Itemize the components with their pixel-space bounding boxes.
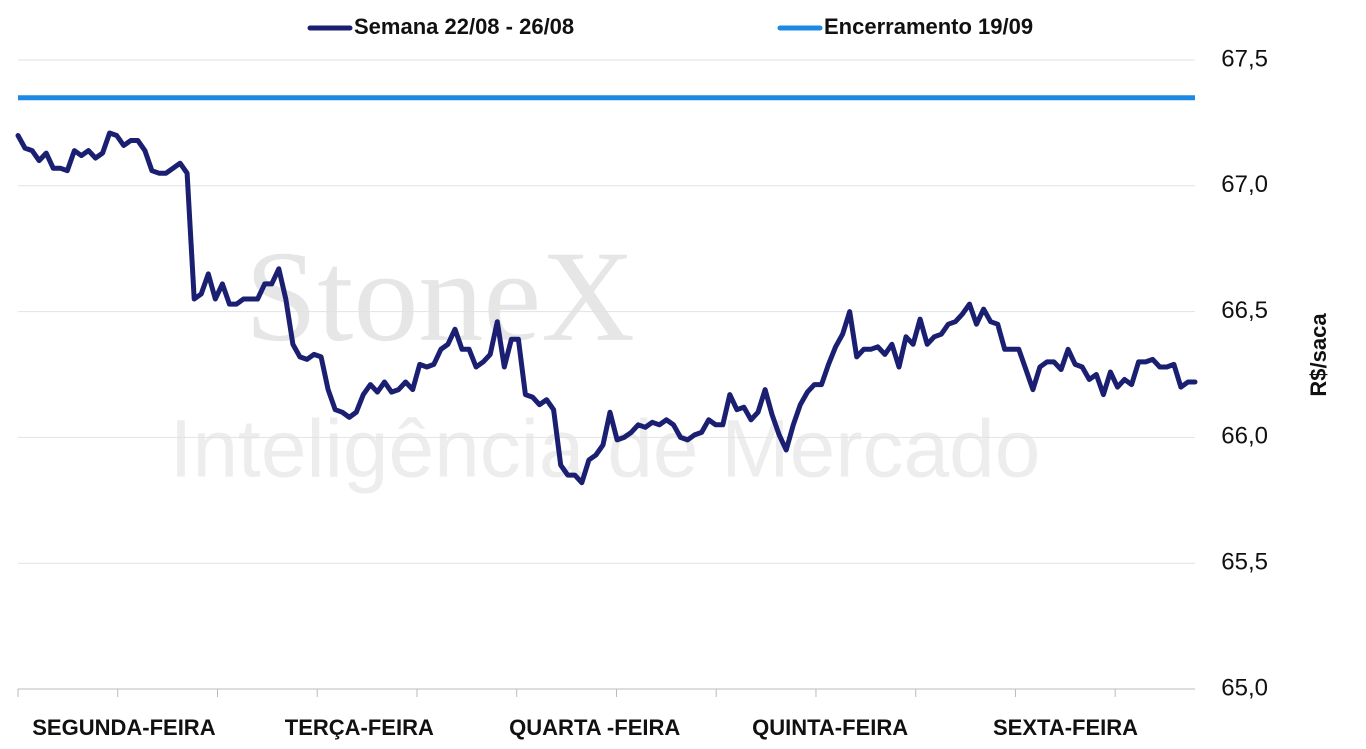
y-tick-label: 65,0 (1221, 674, 1268, 701)
y-tick-label: 67,0 (1221, 171, 1268, 198)
x-tick-label: SEGUNDA-FEIRA (32, 715, 215, 740)
x-tick-label: TERÇA-FEIRA (285, 715, 434, 740)
x-tick-label: QUARTA -FEIRA (509, 715, 680, 740)
y-tick-label: 66,5 (1221, 297, 1268, 324)
y-tick-label: 65,5 (1221, 549, 1268, 576)
y-tick-label: 67,5 (1221, 45, 1268, 72)
legend-label: Semana 22/08 - 26/08 (354, 14, 574, 39)
y-tick-label: 66,0 (1221, 423, 1268, 450)
x-tick-label: QUINTA-FEIRA (752, 715, 908, 740)
legend-label: Encerramento 19/09 (824, 14, 1033, 39)
watermark: StoneX Inteligência de Mercado (170, 225, 1041, 495)
watermark-subtitle: Inteligência de Mercado (170, 404, 1041, 495)
watermark-logo: StoneX (245, 225, 635, 369)
price-line (15, 130, 1198, 486)
x-tick-label: SEXTA-FEIRA (993, 715, 1138, 740)
y-axis-label: R$/saca (1306, 313, 1331, 397)
